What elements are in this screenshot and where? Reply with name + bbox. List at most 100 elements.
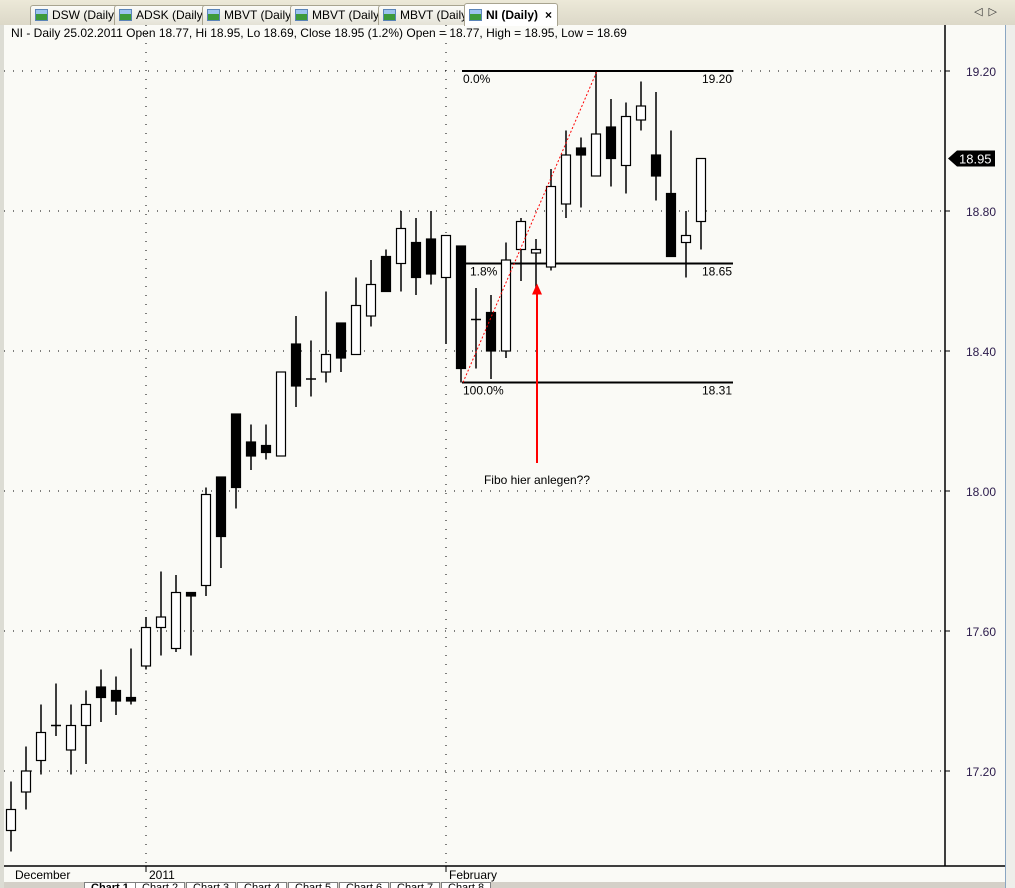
candle-body-down	[110, 689, 122, 702]
candle-body-up	[635, 105, 647, 121]
candle	[395, 211, 407, 292]
chart-tab-bar: DSW (Daily) ADSK (Daily) MBVT (Daily) MB…	[0, 0, 1015, 26]
y-tick-label: 19.20	[966, 65, 996, 79]
scroll-left-icon[interactable]: ◁	[974, 6, 989, 18]
candle	[471, 288, 481, 369]
candle-body-down	[230, 413, 242, 489]
candle-body-up	[395, 227, 407, 265]
candle-body-up	[620, 115, 632, 167]
candle	[215, 476, 227, 568]
tab-adsk[interactable]: ADSK (Daily)	[114, 5, 213, 25]
candle-body-up	[515, 220, 527, 251]
side-panel[interactable]	[1005, 25, 1015, 888]
candle-body-down	[410, 241, 422, 279]
sheet-tab[interactable]: Chart 6	[339, 882, 390, 888]
fibo-level-label: 1.8%	[470, 265, 498, 279]
tab-ni[interactable]: NI (Daily) ×	[464, 3, 559, 26]
candle	[335, 322, 347, 372]
candle-body-down	[425, 238, 437, 275]
annotation-arrow-head-icon	[532, 283, 542, 295]
candlestick-chart: 17.20 17.60 18.00 18.40 18.80 19.20 December 20…	[4, 25, 1005, 882]
candle-body-down	[125, 696, 137, 702]
y-tick-label: 18.80	[966, 205, 996, 219]
sheet-tab[interactable]: Chart 3	[186, 882, 237, 888]
candle-body-down	[185, 591, 197, 597]
candle	[560, 130, 572, 218]
candle-body-up	[530, 248, 542, 254]
last-price-label: 18.95	[959, 152, 992, 167]
candle	[530, 239, 542, 292]
candle-body-up	[200, 493, 212, 587]
candle	[575, 137, 587, 208]
candle	[425, 211, 437, 285]
chart-icon	[469, 9, 482, 21]
candle-body-up	[545, 185, 557, 268]
fibo-trend-line	[462, 70, 598, 383]
fibo-level-label: 0.0%	[463, 72, 491, 86]
candle	[200, 487, 212, 596]
candle-body-up	[695, 157, 707, 223]
candle	[635, 81, 647, 131]
y-tick-label: 17.20	[966, 765, 996, 779]
sheet-tab[interactable]: Chart 1	[84, 882, 136, 888]
candle-body-down	[260, 444, 272, 454]
fibo-price-label: 19.20	[702, 72, 732, 86]
candle	[500, 242, 512, 358]
candle-body-up	[500, 259, 512, 352]
sheet-tab[interactable]: Chart 8	[441, 882, 492, 888]
candle-body-down	[575, 147, 587, 156]
sheet-tab[interactable]: Chart 5	[288, 882, 339, 888]
candle	[680, 211, 692, 278]
candle	[20, 746, 32, 810]
candle	[320, 291, 332, 383]
tab-label: MBVT (Daily)	[400, 8, 472, 22]
candle-body-up	[5, 808, 17, 832]
candle	[350, 277, 362, 356]
candle-body-down	[245, 441, 257, 457]
candle-body-up	[275, 371, 287, 457]
close-icon[interactable]: ×	[545, 8, 553, 22]
tab-label: MBVT (Daily)	[224, 8, 296, 22]
fibo-price-label: 18.31	[702, 384, 732, 398]
scroll-right-icon[interactable]: ▷	[988, 6, 1003, 18]
candle	[80, 690, 92, 764]
candle-body-down	[455, 245, 467, 370]
chart-area[interactable]: 17.20 17.60 18.00 18.40 18.80 19.20 December 20…	[4, 25, 1005, 882]
y-tick-label: 18.40	[966, 345, 996, 359]
tab-dsw[interactable]: DSW (Daily)	[30, 5, 124, 25]
candle-body-up	[80, 703, 92, 727]
sheet-tab[interactable]: Chart 4	[237, 882, 288, 888]
sheet-tab[interactable]: Chart 7	[390, 882, 441, 888]
candle	[170, 575, 182, 652]
candle-body-up	[440, 234, 452, 279]
fibo-price-label: 18.65	[702, 265, 732, 279]
candle	[35, 704, 47, 775]
candle	[51, 683, 61, 736]
candle	[260, 424, 272, 460]
y-tick-label: 18.00	[966, 485, 996, 499]
candle	[365, 260, 377, 327]
candle-body-down	[665, 192, 677, 258]
candle-body-down	[215, 476, 227, 538]
last-price-tag	[948, 150, 995, 167]
chart-icon	[295, 9, 308, 21]
candle	[155, 571, 167, 656]
candle-body-down	[290, 343, 302, 387]
candle	[515, 218, 527, 281]
tab-label: DSW (Daily)	[52, 8, 118, 22]
tab-mbvt-2[interactable]: MBVT (Daily)	[290, 5, 390, 25]
candle-body-down	[95, 686, 107, 699]
fibo-level-label: 100.0%	[463, 384, 504, 398]
tab-scroll-arrows: ◁▷	[974, 5, 1003, 18]
candle-body-down	[335, 322, 347, 359]
candle	[440, 234, 452, 344]
sheet-tab[interactable]: Chart 2	[135, 882, 186, 888]
ohlc-info-line: NI - Daily 25.02.2011 Open 18.77, Hi 18.…	[11, 26, 627, 40]
tab-mbvt-1[interactable]: MBVT (Daily)	[202, 5, 302, 25]
candle	[485, 295, 497, 379]
candle	[605, 99, 617, 187]
candle-body-down	[605, 126, 617, 160]
candle	[185, 591, 197, 656]
tab-mbvt-3[interactable]: MBVT (Daily)	[378, 5, 478, 25]
candle-body-down	[485, 311, 497, 352]
